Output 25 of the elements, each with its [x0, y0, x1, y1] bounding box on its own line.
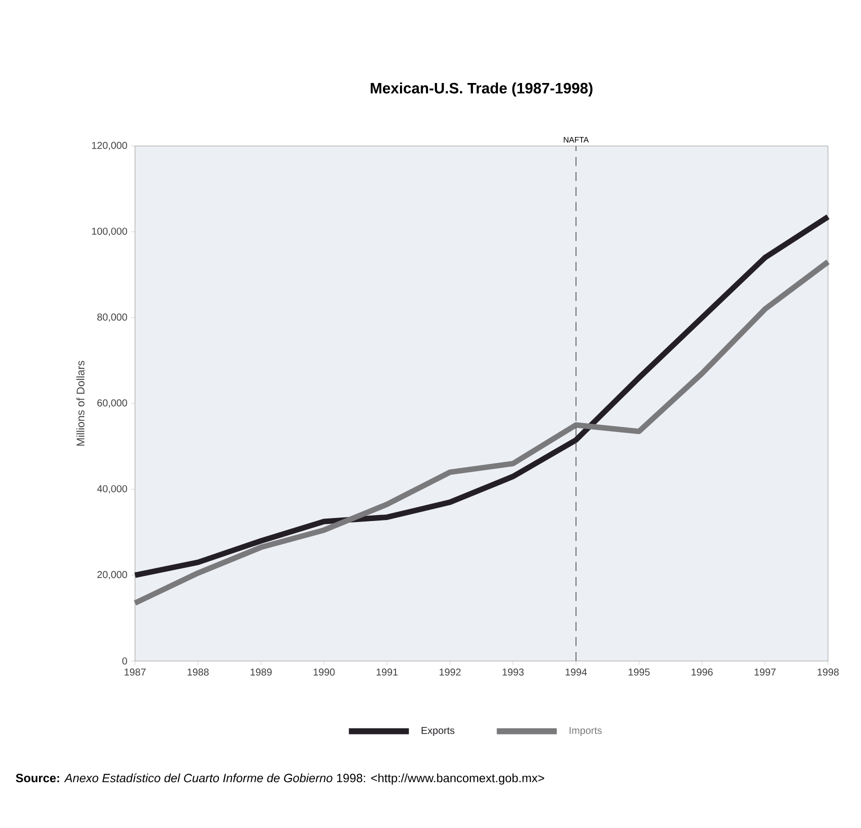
y-tick-label: 60,000 — [97, 399, 128, 408]
y-axis-title: Millions of Dollars — [76, 360, 84, 446]
x-tick-label: 1994 — [566, 668, 587, 676]
x-tick-label: 1992 — [440, 668, 461, 676]
x-tick-label: 1987 — [124, 668, 146, 676]
chart-title: Mexican-U.S. Trade (1987-1998) — [370, 82, 592, 96]
x-tick-label: 1993 — [502, 668, 524, 676]
text: Source: Anexo Estadístico del Cuarto Informe de Gobierno 1998: <http://www.bancomext.gob.mx> — [16, 773, 544, 785]
x-tick-label: 1996 — [692, 668, 713, 676]
x-tick-label: 1991 — [376, 668, 398, 676]
x-tick-label: 1990 — [314, 668, 335, 676]
x-tick-label: 1988 — [188, 668, 209, 676]
text: Imports — [570, 726, 602, 736]
y-tick-label: 80,000 — [97, 314, 128, 322]
ref-line-label: NAFTA — [564, 136, 589, 142]
y-tick-label: 100,000 — [92, 228, 128, 236]
y-tick-label: 20,000 — [97, 571, 128, 580]
y-tick-label: 40,000 — [97, 485, 128, 494]
x-tick-label: 1998 — [818, 668, 839, 676]
y-tick-label: 120,000 — [92, 142, 128, 150]
x-tick-label: 1997 — [754, 668, 776, 676]
x-tick-label: 1995 — [628, 668, 650, 676]
x-tick-label: 1989 — [250, 668, 272, 676]
y-tick-label: 0 — [122, 657, 128, 665]
text: Exports — [422, 726, 454, 736]
